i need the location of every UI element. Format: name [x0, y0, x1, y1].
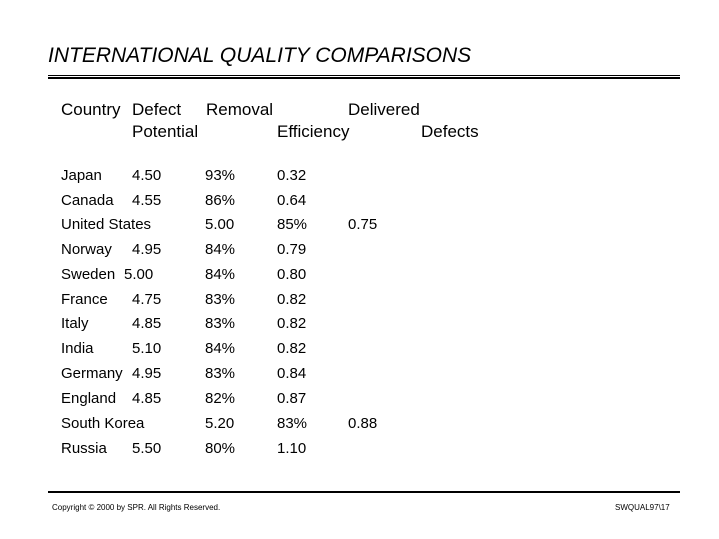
cell-country: Sweden	[61, 266, 116, 283]
cell-potential: 4.85	[132, 315, 162, 332]
cell-efficiency: 86%	[205, 192, 236, 209]
header-efficiency: Efficiency	[277, 122, 350, 141]
cell-delivered: 1.10	[277, 440, 307, 457]
cell-potential: 4.75	[132, 291, 162, 308]
cell-efficiency: 93%	[205, 167, 236, 184]
cell-delivered: 0.75	[348, 216, 378, 233]
cell-delivered: 0.88	[348, 415, 378, 432]
cell-potential: 5.00	[205, 216, 235, 233]
cell-efficiency: 84%	[205, 340, 236, 357]
cell-efficiency: 83%	[205, 315, 236, 332]
cell-efficiency: 80%	[205, 440, 236, 457]
header-removal: Removal	[206, 100, 274, 119]
cell-country: Canada	[61, 192, 114, 209]
cell-country: England	[61, 390, 117, 407]
cell-efficiency: 84%	[205, 266, 236, 283]
cell-delivered: 0.32	[277, 167, 307, 184]
cell-potential: 4.55	[132, 192, 162, 209]
title-underline-thick	[48, 77, 680, 79]
cell-efficiency: 82%	[205, 390, 236, 407]
cell-potential: 5.00	[124, 266, 154, 283]
cell-delivered: 0.64	[277, 192, 307, 209]
cell-country: Russia	[61, 440, 107, 457]
slide-title: INTERNATIONAL QUALITY COMPARISONS	[48, 44, 472, 67]
cell-potential: 4.85	[132, 390, 162, 407]
header-defects: Defects	[421, 122, 479, 141]
title-underline-thin	[48, 75, 680, 76]
header-country: Country	[61, 100, 121, 119]
cell-delivered: 0.82	[277, 340, 307, 357]
cell-country: South Korea	[61, 415, 145, 432]
cell-efficiency: 83%	[205, 365, 236, 382]
cell-efficiency: 84%	[205, 241, 236, 258]
cell-country: United States	[61, 216, 152, 233]
cell-delivered: 0.80	[277, 266, 307, 283]
cell-efficiency: 83%	[205, 291, 236, 308]
cell-potential: 4.95	[132, 241, 162, 258]
footer-rule	[48, 491, 680, 493]
cell-potential: 5.20	[205, 415, 235, 432]
header-defect: Defect	[132, 100, 182, 119]
header-potential: Potential	[132, 122, 199, 141]
cell-efficiency: 85%	[277, 216, 308, 233]
cell-delivered: 0.84	[277, 365, 307, 382]
cell-potential: 5.50	[132, 440, 162, 457]
cell-efficiency: 83%	[277, 415, 308, 432]
copyright-notice: Copyright © 2000 by SPR. All Rights Rese…	[52, 503, 221, 512]
cell-country: Germany	[61, 365, 123, 382]
cell-country: Italy	[61, 315, 89, 332]
cell-potential: 5.10	[132, 340, 162, 357]
cell-potential: 4.50	[132, 167, 162, 184]
cell-potential: 4.95	[132, 365, 162, 382]
cell-delivered: 0.79	[277, 241, 307, 258]
cell-country: India	[61, 340, 94, 357]
slide-code: SWQUAL97\17	[615, 503, 670, 512]
cell-delivered: 0.82	[277, 291, 307, 308]
cell-country: Japan	[61, 167, 102, 184]
header-delivered: Delivered	[348, 100, 420, 119]
cell-delivered: 0.87	[277, 390, 307, 407]
cell-country: France	[61, 291, 108, 308]
cell-delivered: 0.82	[277, 315, 307, 332]
cell-country: Norway	[61, 241, 112, 258]
